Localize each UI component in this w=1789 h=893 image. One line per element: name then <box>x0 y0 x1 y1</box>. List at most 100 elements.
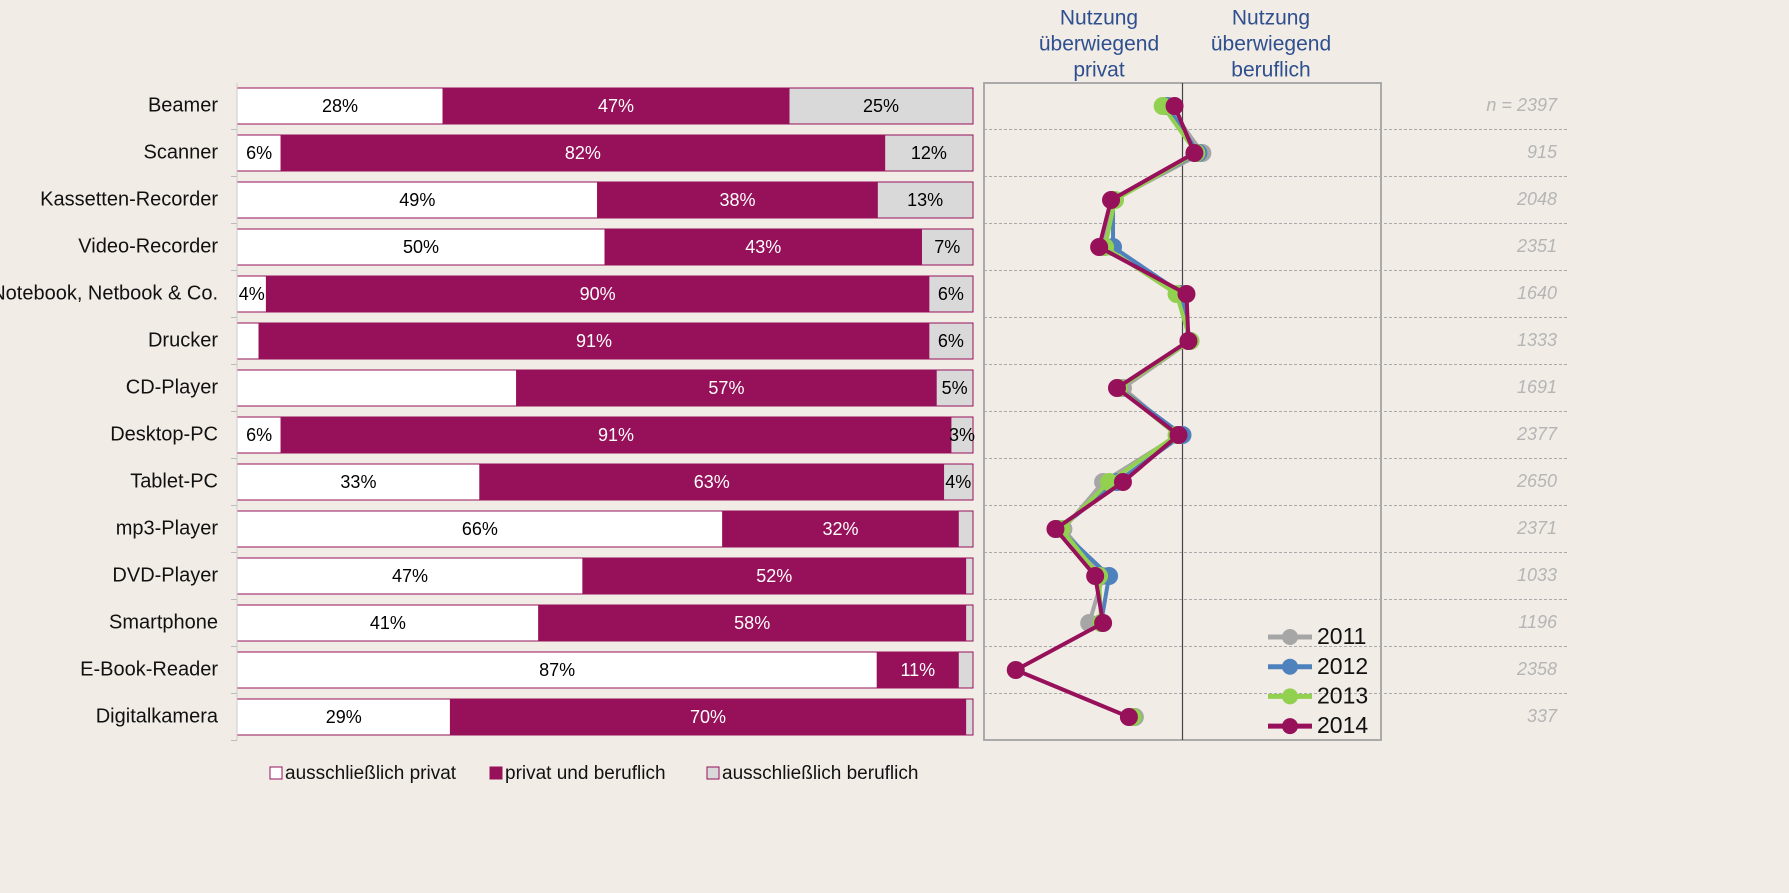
value-label: 6% <box>246 425 272 445</box>
n-label: 1196 <box>1518 612 1558 632</box>
legend-marker <box>1282 629 1298 645</box>
series-point <box>1046 520 1065 538</box>
series-point <box>1169 426 1188 444</box>
bar-segment <box>236 181 599 219</box>
bar-segment <box>236 510 724 548</box>
category-label: DVD-Player <box>112 564 218 586</box>
value-label: 7% <box>934 237 960 257</box>
value-label: 52% <box>756 566 792 586</box>
bar-segment <box>788 87 974 125</box>
value-label: 50% <box>403 237 439 257</box>
legend-marker <box>1282 718 1298 735</box>
bar-segment <box>920 228 974 266</box>
category-label: Digitalkamera <box>96 705 219 727</box>
bar-segment <box>236 322 260 360</box>
bar-segment <box>236 604 540 642</box>
value-label: 47% <box>392 566 428 586</box>
legend-label: 2012 <box>1317 653 1368 679</box>
legend-label: privat und beruflich <box>505 763 666 784</box>
bar-segment <box>928 322 974 360</box>
bar-segment <box>442 87 790 125</box>
bar-segment <box>928 275 974 313</box>
category-label: CD-Player <box>126 376 219 398</box>
header-label: Nutzung <box>1232 7 1310 30</box>
bar-segment <box>965 557 974 595</box>
value-label: 4% <box>239 284 265 304</box>
value-label: 11% <box>900 660 935 680</box>
bar-segment <box>236 698 451 736</box>
category-label: Desktop-PC <box>110 423 218 445</box>
value-label: 49% <box>399 190 435 210</box>
value-label: 63% <box>694 472 730 492</box>
n-label: 2650 <box>1516 471 1557 491</box>
value-label: 57% <box>708 378 744 398</box>
header-label: privat <box>1073 59 1125 82</box>
category-label: Beamer <box>148 94 218 116</box>
bar-segment <box>236 463 481 501</box>
n-label: 1691 <box>1517 377 1557 397</box>
category-label: Scanner <box>144 141 219 163</box>
series-point <box>1090 238 1109 256</box>
value-label: 58% <box>734 613 770 633</box>
value-label: 82% <box>565 143 601 163</box>
value-label: 3% <box>949 425 975 445</box>
legend-swatch <box>706 766 720 780</box>
bar-segment <box>950 416 974 454</box>
value-label: 33% <box>340 472 376 492</box>
bar-segment <box>236 369 518 407</box>
value-label: 6% <box>938 284 964 304</box>
series-point <box>1102 191 1121 209</box>
n-label: 2351 <box>1516 236 1557 256</box>
value-label: 5% <box>942 378 968 398</box>
n-label: 1033 <box>1517 565 1557 585</box>
n-label: 2048 <box>1516 189 1557 209</box>
n-label: 2371 <box>1516 518 1557 538</box>
value-label: 41% <box>370 613 406 633</box>
series-point <box>1107 379 1126 397</box>
legend-label: ausschließlich privat <box>285 763 457 784</box>
series-point <box>1113 473 1132 491</box>
bar-segment <box>876 651 959 689</box>
value-label: 6% <box>246 143 272 163</box>
value-label: 91% <box>598 425 634 445</box>
series-point <box>1177 285 1196 303</box>
bar-segment <box>884 134 974 172</box>
bar-segment <box>582 557 967 595</box>
bar-segment <box>935 369 974 407</box>
series-point <box>1119 708 1138 726</box>
header-label: überwiegend <box>1211 33 1331 56</box>
value-label: 43% <box>745 237 781 257</box>
legend-label: 2014 <box>1317 712 1368 738</box>
value-label: 6% <box>938 331 964 351</box>
bar-segment <box>965 604 974 642</box>
value-label: 4% <box>945 472 971 492</box>
legend-label: 2011 <box>1317 623 1366 649</box>
value-label: 13% <box>907 190 943 210</box>
category-label: Drucker <box>148 329 218 351</box>
value-label: 25% <box>863 96 899 116</box>
n-label: 337 <box>1527 706 1558 726</box>
category-label: mp3-Player <box>116 517 219 539</box>
value-label: 38% <box>719 190 755 210</box>
n-label: n = 2397 <box>1486 95 1558 115</box>
header-label: Nutzung <box>1060 7 1138 30</box>
category-label: Tablet-PC <box>130 470 218 492</box>
bar-segment <box>236 557 584 595</box>
value-label: 28% <box>322 96 358 116</box>
n-label: 2377 <box>1516 424 1558 444</box>
value-label: 12% <box>911 143 947 163</box>
category-label: Kassetten-Recorder <box>40 188 218 210</box>
series-point <box>1006 661 1025 679</box>
legend-marker <box>1282 658 1298 675</box>
n-label: 1640 <box>1517 283 1557 303</box>
n-label: 2358 <box>1516 659 1557 679</box>
legend-marker <box>1282 688 1298 705</box>
series-point <box>1179 332 1198 350</box>
bar-segment <box>236 228 606 266</box>
bar-segment <box>597 181 878 219</box>
category-label: Video-Recorder <box>78 235 218 257</box>
category-label: Notebook, Netbook & Co. <box>0 282 218 304</box>
value-label: 91% <box>576 331 612 351</box>
bar-segment <box>604 228 922 266</box>
series-point <box>1185 144 1204 162</box>
